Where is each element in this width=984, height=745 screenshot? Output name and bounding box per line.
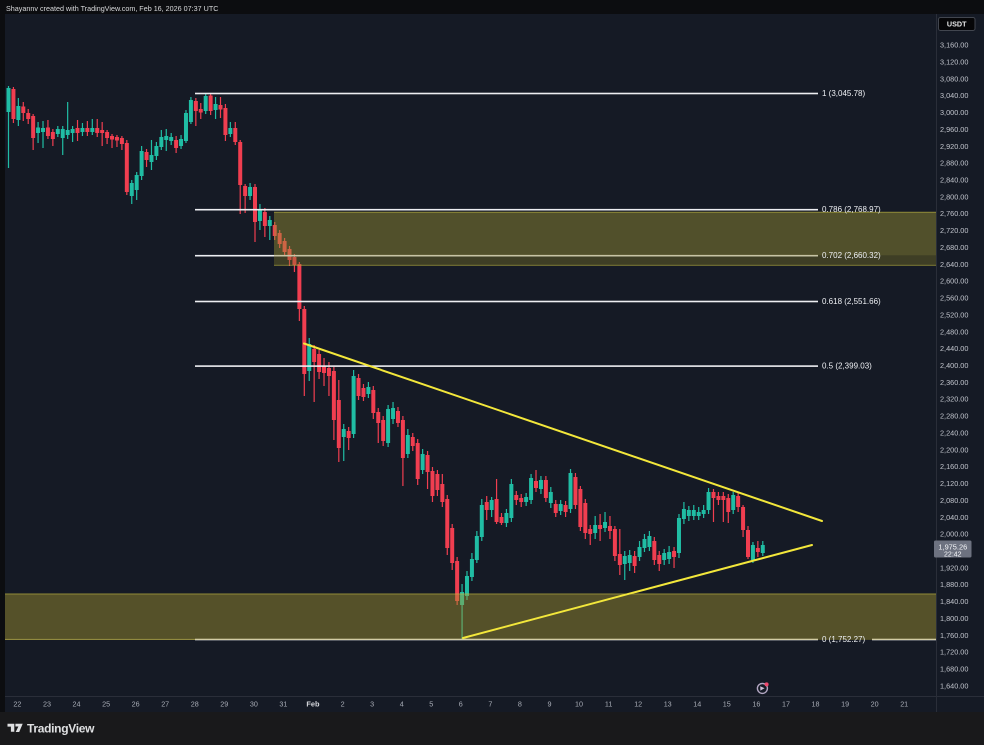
- svg-text:2,280.00: 2,280.00: [940, 412, 968, 421]
- svg-text:19: 19: [841, 700, 849, 709]
- svg-text:28: 28: [191, 700, 199, 709]
- svg-text:0.786 (2,768.97): 0.786 (2,768.97): [822, 205, 881, 214]
- svg-text:1 (3,045.78): 1 (3,045.78): [822, 89, 865, 98]
- svg-text:25: 25: [102, 700, 110, 709]
- svg-text:2,360.00: 2,360.00: [940, 378, 968, 387]
- svg-text:2,480.00: 2,480.00: [940, 327, 968, 336]
- svg-text:11: 11: [605, 700, 612, 709]
- svg-text:2,320.00: 2,320.00: [940, 395, 968, 404]
- svg-text:1,760.00: 1,760.00: [940, 631, 968, 640]
- svg-text:24: 24: [73, 700, 81, 709]
- svg-text:2,760.00: 2,760.00: [940, 209, 968, 218]
- svg-text:2: 2: [341, 700, 345, 709]
- svg-text:1,720.00: 1,720.00: [940, 648, 968, 657]
- svg-text:26: 26: [132, 700, 140, 709]
- svg-text:22:42: 22:42: [944, 552, 962, 559]
- svg-text:2,560.00: 2,560.00: [940, 294, 968, 303]
- svg-text:2,880.00: 2,880.00: [940, 159, 968, 168]
- svg-text:2,520.00: 2,520.00: [940, 310, 968, 319]
- svg-text:22: 22: [13, 700, 21, 709]
- svg-text:TradingView: TradingView: [27, 721, 95, 735]
- svg-text:Feb: Feb: [306, 700, 320, 709]
- svg-text:12: 12: [634, 700, 642, 709]
- svg-text:0.5 (2,399.03): 0.5 (2,399.03): [822, 361, 872, 370]
- svg-text:0.618 (2,551.66): 0.618 (2,551.66): [822, 297, 881, 306]
- svg-text:2,200.00: 2,200.00: [940, 445, 968, 454]
- svg-text:2,120.00: 2,120.00: [940, 479, 968, 488]
- svg-text:16: 16: [752, 700, 760, 709]
- svg-text:30: 30: [250, 700, 258, 709]
- svg-text:2,080.00: 2,080.00: [940, 496, 968, 505]
- svg-text:1,920.00: 1,920.00: [940, 563, 968, 572]
- svg-text:21: 21: [900, 700, 908, 709]
- svg-text:3,120.00: 3,120.00: [940, 58, 968, 67]
- svg-text:20: 20: [871, 700, 879, 709]
- svg-text:Shayannv created with TradingV: Shayannv created with TradingView.com, F…: [6, 4, 218, 13]
- svg-text:1,640.00: 1,640.00: [940, 681, 968, 690]
- svg-text:14: 14: [693, 700, 701, 709]
- svg-text:1,880.00: 1,880.00: [940, 580, 968, 589]
- svg-text:3,000.00: 3,000.00: [940, 108, 968, 117]
- svg-text:17: 17: [782, 700, 790, 709]
- svg-text:2,800.00: 2,800.00: [940, 192, 968, 201]
- svg-text:3,040.00: 3,040.00: [940, 91, 968, 100]
- svg-text:2,440.00: 2,440.00: [940, 344, 968, 353]
- svg-text:1,680.00: 1,680.00: [940, 665, 968, 674]
- svg-text:23: 23: [43, 700, 51, 709]
- svg-text:2,240.00: 2,240.00: [940, 429, 968, 438]
- svg-text:29: 29: [220, 700, 228, 709]
- svg-text:USDT: USDT: [947, 20, 967, 29]
- svg-text:10: 10: [575, 700, 583, 709]
- svg-text:0 (1,752.27): 0 (1,752.27): [822, 635, 865, 644]
- svg-text:2,680.00: 2,680.00: [940, 243, 968, 252]
- svg-text:2,720.00: 2,720.00: [940, 226, 968, 235]
- svg-text:2,400.00: 2,400.00: [940, 361, 968, 370]
- svg-text:2,960.00: 2,960.00: [940, 125, 968, 134]
- svg-text:2,600.00: 2,600.00: [940, 277, 968, 286]
- svg-text:2,640.00: 2,640.00: [940, 260, 968, 269]
- svg-text:8: 8: [518, 700, 522, 709]
- svg-text:3,080.00: 3,080.00: [940, 74, 968, 83]
- svg-text:13: 13: [664, 700, 672, 709]
- svg-text:4: 4: [400, 700, 404, 709]
- svg-text:5: 5: [429, 700, 433, 709]
- svg-text:1,840.00: 1,840.00: [940, 597, 968, 606]
- svg-text:2,920.00: 2,920.00: [940, 142, 968, 151]
- svg-text:15: 15: [723, 700, 731, 709]
- svg-text:1,975.26: 1,975.26: [938, 542, 967, 551]
- svg-text:6: 6: [459, 700, 463, 709]
- svg-text:1,800.00: 1,800.00: [940, 614, 968, 623]
- svg-text:9: 9: [548, 700, 552, 709]
- svg-text:2,840.00: 2,840.00: [940, 176, 968, 185]
- svg-text:3: 3: [370, 700, 374, 709]
- svg-text:18: 18: [812, 700, 820, 709]
- svg-text:2,160.00: 2,160.00: [940, 462, 968, 471]
- svg-text:31: 31: [279, 700, 287, 709]
- svg-text:7: 7: [488, 700, 492, 709]
- svg-text:3,160.00: 3,160.00: [940, 41, 968, 50]
- svg-text:27: 27: [161, 700, 169, 709]
- svg-text:2,000.00: 2,000.00: [940, 530, 968, 539]
- svg-text:0.702 (2,660.32): 0.702 (2,660.32): [822, 251, 881, 260]
- svg-text:2,040.00: 2,040.00: [940, 513, 968, 522]
